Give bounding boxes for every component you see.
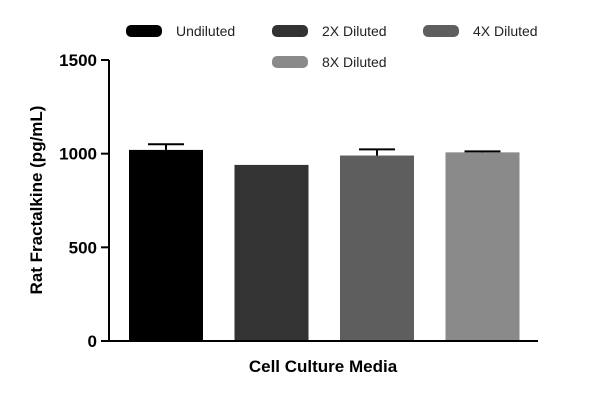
bars — [129, 149, 520, 341]
y-axis-title: Rat Fractalkine (pg/mL) — [27, 106, 46, 295]
bar — [445, 152, 520, 341]
legend-label: 4X Diluted — [473, 23, 538, 39]
legend-swatch — [126, 25, 162, 37]
y-ticks: 0 500 1000 1500 — [59, 51, 109, 351]
y-tick-label: 0 — [88, 332, 97, 351]
legend-swatch — [423, 25, 459, 37]
y-tick-label: 1000 — [59, 145, 97, 164]
bar — [340, 155, 414, 341]
legend: Undiluted 2X Diluted 4X Diluted 8X Diluted — [126, 23, 538, 70]
legend-swatch — [272, 56, 308, 68]
legend-label: 8X Diluted — [322, 54, 387, 70]
legend-label: Undiluted — [176, 23, 235, 39]
legend-swatch — [272, 25, 308, 37]
bar — [129, 149, 203, 341]
error-bars — [148, 143, 501, 156]
y-tick-label: 1500 — [59, 51, 97, 70]
legend-label: 2X Diluted — [322, 23, 387, 39]
y-tick-label: 500 — [69, 238, 97, 257]
bar — [234, 164, 309, 341]
x-axis-title: Cell Culture Media — [249, 357, 398, 376]
axes — [108, 60, 538, 342]
